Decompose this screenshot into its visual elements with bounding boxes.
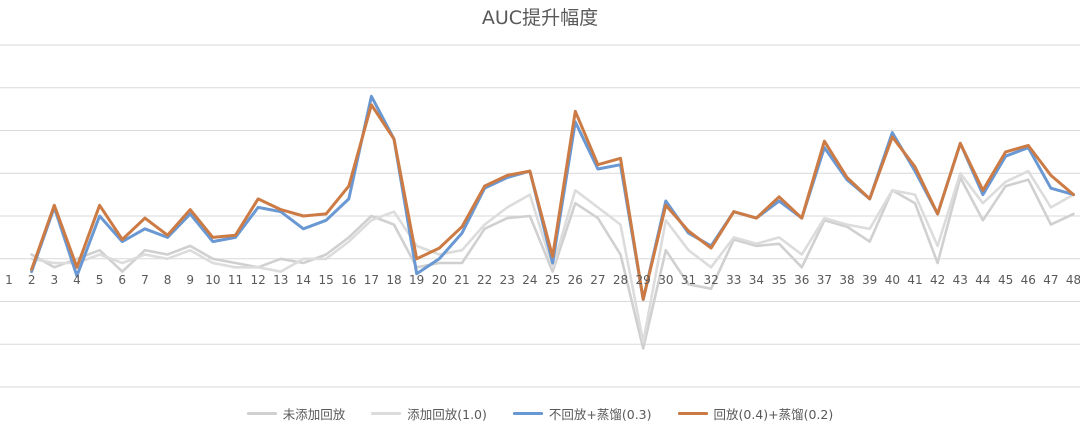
legend-label: 未添加回放	[282, 407, 346, 422]
x-tick-label: 37	[817, 273, 832, 287]
x-tick-label: 6	[118, 273, 126, 287]
x-tick-label: 3	[50, 273, 58, 287]
x-tick-label: 47	[1043, 273, 1058, 287]
x-tick-label: 42	[930, 273, 945, 287]
x-tick-label: 19	[409, 273, 424, 287]
chart-legend: 未添加回放 添加回放(1.0) 不回放+蒸馏(0.3) 回放(0.4)+蒸馏(0…	[0, 404, 1080, 423]
legend-swatch	[512, 412, 543, 415]
x-tick-label: 40	[885, 273, 900, 287]
x-tick-label: 28	[613, 273, 628, 287]
x-tick-label: 48	[1066, 273, 1080, 287]
x-tick-label: 30	[658, 273, 673, 287]
legend-swatch	[246, 412, 277, 415]
x-tick-label: 32	[704, 273, 719, 287]
x-tick-label: 31	[681, 273, 696, 287]
x-tick-label: 2	[28, 273, 36, 287]
x-tick-label: 35	[771, 273, 786, 287]
x-tick-label: 7	[141, 273, 149, 287]
series-lines	[30, 94, 1075, 350]
legend-swatch	[371, 412, 402, 415]
legend-item: 未添加回放	[246, 404, 346, 423]
x-tick-label: 1	[5, 273, 13, 287]
legend-swatch	[677, 412, 708, 415]
chart-title: AUC提升幅度	[481, 7, 599, 29]
x-tick-label: 25	[545, 273, 560, 287]
x-tick-label: 24	[522, 273, 537, 287]
x-tick-label: 44	[975, 273, 990, 287]
x-tick-label: 43	[953, 273, 968, 287]
x-tick-label: 27	[590, 273, 605, 287]
legend-label: 不回放+蒸馏(0.3)	[548, 407, 652, 422]
x-tick-label: 46	[1021, 273, 1036, 287]
legend-item: 添加回放(1.0)	[371, 404, 487, 423]
x-tick-label: 36	[794, 273, 809, 287]
series-line	[30, 103, 1075, 301]
x-tick-label: 29	[636, 273, 651, 287]
x-tick-label: 38	[839, 273, 854, 287]
x-tick-label: 13	[273, 273, 288, 287]
series-line	[30, 176, 1075, 350]
x-tick-label: 8	[164, 273, 172, 287]
x-tick-label: 9	[186, 273, 194, 287]
legend-item: 不回放+蒸馏(0.3)	[512, 404, 652, 423]
x-tick-label: 41	[907, 273, 922, 287]
x-tick-label: 34	[749, 273, 764, 287]
legend-label: 添加回放(1.0)	[407, 407, 487, 422]
x-tick-label: 21	[454, 273, 469, 287]
x-tick-label: 15	[318, 273, 333, 287]
x-tick-label: 23	[500, 273, 515, 287]
x-tick-label: 20	[432, 273, 447, 287]
x-tick-label: 18	[386, 273, 401, 287]
x-tick-label: 4	[73, 273, 81, 287]
legend-item: 回放(0.4)+蒸馏(0.2)	[677, 404, 834, 423]
x-tick-label: 39	[862, 273, 877, 287]
x-tick-label: 33	[726, 273, 741, 287]
x-axis-tick-labels: 1 2 3 4 5 6 7 8 9 10 11 12 13 14 15 16 17 18 19 20 21 22 23 24 2…	[5, 273, 1080, 287]
x-tick-label: 11	[228, 273, 243, 287]
x-tick-label: 14	[296, 273, 311, 287]
x-tick-label: 45	[998, 273, 1013, 287]
series-line	[30, 169, 1075, 344]
x-tick-label: 5	[96, 273, 104, 287]
x-tick-label: 10	[205, 273, 220, 287]
x-tick-label: 17	[364, 273, 379, 287]
x-tick-label: 16	[341, 273, 356, 287]
x-tick-label: 26	[568, 273, 583, 287]
x-tick-label: 22	[477, 273, 492, 287]
legend-label: 回放(0.4)+蒸馏(0.2)	[713, 407, 834, 422]
x-tick-label: 12	[251, 273, 266, 287]
